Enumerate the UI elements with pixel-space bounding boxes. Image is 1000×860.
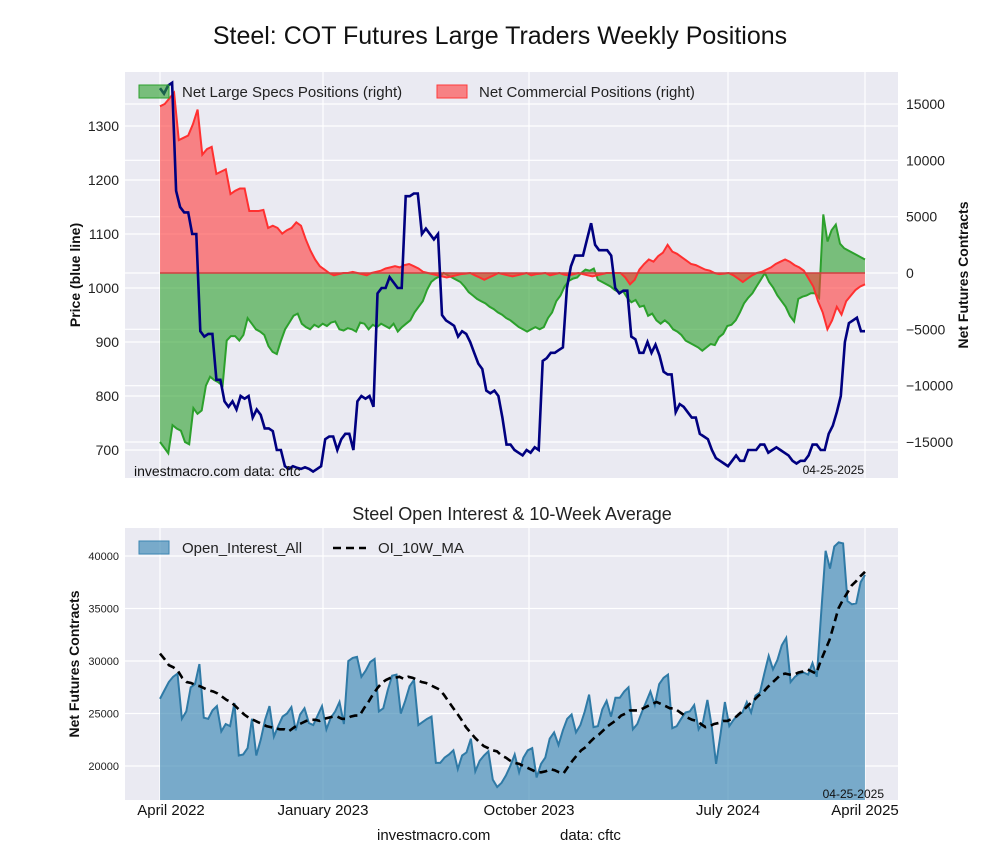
bottom-chart-title: Steel Open Interest & 10-Week Average [352, 504, 672, 524]
left-tick-label: 1000 [88, 280, 119, 296]
right-tick-label: 15000 [906, 96, 945, 112]
commercial-area [160, 92, 865, 330]
bottom-y-tick-label: 35000 [88, 604, 119, 616]
right-tick-label: −10000 [906, 378, 953, 394]
right-tick-label: −5000 [906, 321, 946, 337]
x-tick-label: January 2023 [278, 802, 369, 819]
x-tick-label: October 2023 [484, 802, 575, 819]
bottom-y-tick-label: 20000 [88, 761, 119, 773]
x-tick-label: April 2025 [831, 802, 899, 819]
legend-oi-label: Open_Interest_All [182, 540, 302, 557]
footer-site: investmacro.com [377, 827, 491, 844]
left-tick-label: 1100 [89, 226, 119, 242]
top-watermark: investmacro.com data: cftc [134, 463, 301, 479]
left-tick-label: 700 [96, 442, 120, 458]
price-line [158, 80, 865, 474]
legend-ma-label: OI_10W_MA [378, 540, 464, 557]
left-tick-label: 1300 [88, 118, 119, 134]
page-title: Steel: COT Futures Large Traders Weekly … [212, 22, 788, 50]
bottom-y-tick-label: 40000 [88, 551, 119, 563]
left-axis-label: Price (blue line) [67, 223, 83, 327]
legend-commercial-label: Net Commercial Positions (right) [479, 84, 695, 101]
right-tick-label: 10000 [906, 152, 945, 168]
left-tick-label: 900 [96, 334, 120, 350]
commercial-line [159, 90, 866, 333]
footer-data: data: cftc [560, 827, 621, 844]
bottom-y-tick-label: 30000 [88, 656, 119, 668]
right-tick-label: 5000 [906, 209, 937, 225]
legend-oi-swatch [138, 540, 170, 555]
open-interest-area [160, 542, 865, 800]
legend-commercial-swatch [436, 84, 468, 99]
bottom-date-label: 04-25-2025 [823, 787, 885, 801]
oi-10w-ma-line [158, 570, 866, 775]
specs-line [159, 214, 866, 456]
bottom-y-axis-label: Net Futures Contracts [66, 590, 82, 737]
x-tick-label: July 2024 [696, 802, 760, 819]
left-tick-label: 1200 [88, 172, 119, 188]
left-tick-label: 800 [96, 388, 120, 404]
legend-specs-swatch [138, 84, 170, 99]
bottom-y-tick-label: 25000 [88, 709, 119, 721]
legend-specs-label: Net Large Specs Positions (right) [182, 84, 402, 101]
x-tick-label: April 2022 [137, 802, 205, 819]
top-date-label: 04-25-2025 [803, 463, 865, 477]
right-tick-label: 0 [906, 265, 914, 281]
right-axis-label: Net Futures Contracts [955, 201, 971, 348]
right-tick-label: −15000 [906, 434, 953, 450]
